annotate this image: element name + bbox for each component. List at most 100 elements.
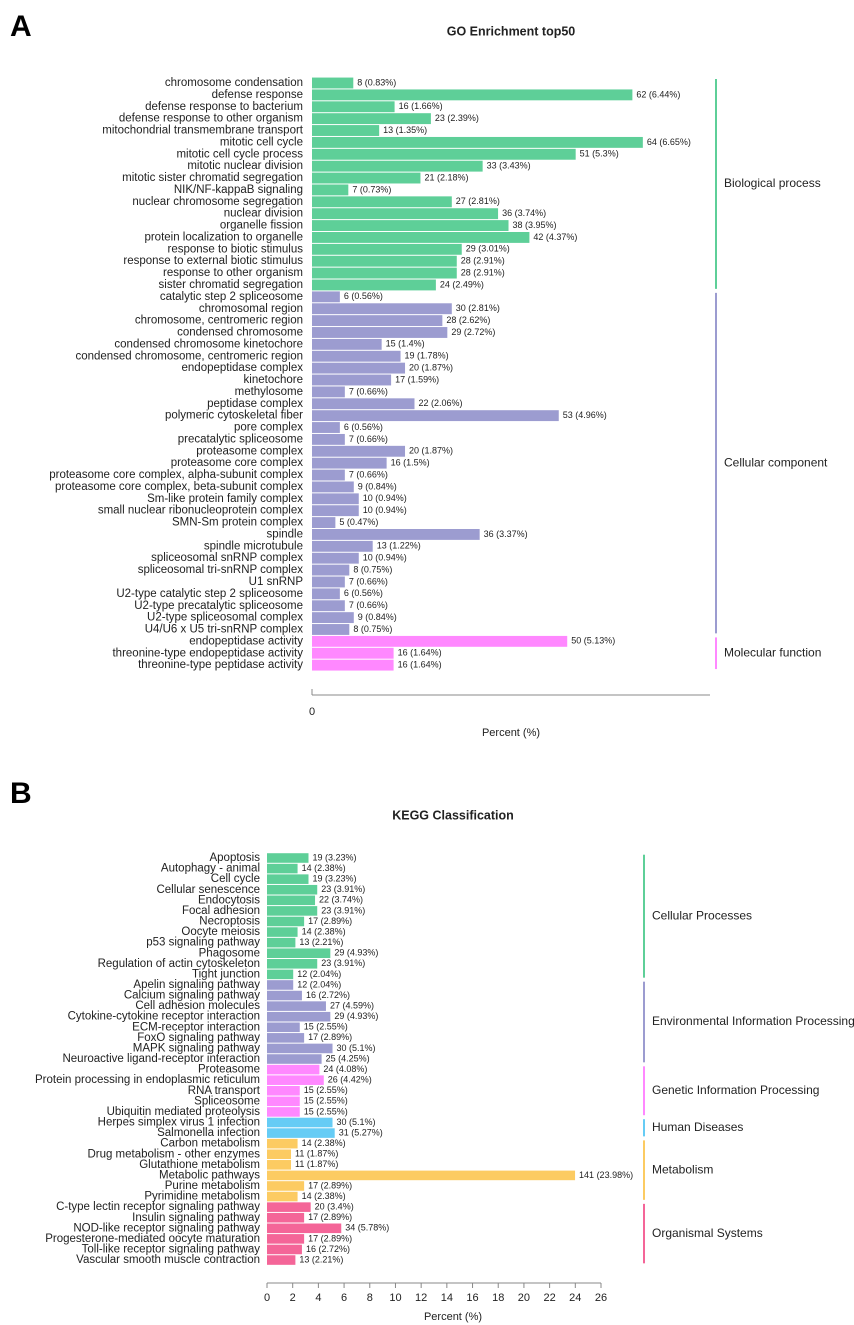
value-label: 24 (2.49%) bbox=[440, 279, 484, 289]
value-label: 13 (2.21%) bbox=[299, 937, 343, 947]
x-tick-label: 16 bbox=[466, 1292, 478, 1304]
value-label: 29 (3.01%) bbox=[466, 244, 510, 254]
value-label: 28 (2.91%) bbox=[461, 256, 505, 266]
category-label: U4/U6 x U5 tri-snRNP complex bbox=[145, 624, 304, 636]
group-label: Cellular component bbox=[724, 455, 828, 469]
value-label: 7 (0.66%) bbox=[349, 434, 388, 444]
x-tick-label: 0 bbox=[264, 1292, 270, 1304]
bar bbox=[312, 624, 350, 635]
value-label: 13 (2.21%) bbox=[299, 1254, 343, 1264]
bar bbox=[312, 232, 530, 243]
value-label: 10 (0.94%) bbox=[363, 553, 407, 563]
category-label: Pyrimidine metabolism bbox=[144, 1191, 260, 1203]
bar bbox=[267, 1149, 292, 1160]
value-label: 14 (2.38%) bbox=[302, 863, 346, 873]
value-label: 17 (1.59%) bbox=[395, 374, 439, 384]
value-label: 20 (3.4%) bbox=[315, 1202, 354, 1212]
x-tick-label: 4 bbox=[315, 1292, 321, 1304]
category-label: Vascular smooth muscle contraction bbox=[76, 1254, 260, 1266]
bar bbox=[267, 980, 294, 990]
bar bbox=[267, 1160, 292, 1170]
category-label: Sm-like protein family complex bbox=[147, 493, 303, 505]
category-label: Cell adhesion molecules bbox=[135, 1000, 260, 1012]
value-label: 10 (0.94%) bbox=[363, 493, 407, 503]
bar bbox=[267, 1223, 342, 1234]
category-label: defense response to bacterium bbox=[145, 101, 303, 113]
bar bbox=[267, 895, 316, 906]
category-label: Purine metabolism bbox=[165, 1180, 260, 1192]
bar bbox=[312, 267, 457, 279]
value-label: 51 (5.3%) bbox=[580, 149, 619, 159]
x-tick-label: 20 bbox=[518, 1292, 530, 1304]
value-label: 16 (1.64%) bbox=[398, 659, 442, 669]
bar bbox=[312, 374, 392, 386]
value-label: 26 (4.42%) bbox=[328, 1075, 372, 1085]
value-label: 15 (2.55%) bbox=[304, 1106, 348, 1116]
bar bbox=[312, 243, 462, 255]
value-label: 28 (2.62%) bbox=[446, 315, 490, 325]
bar bbox=[267, 1181, 305, 1191]
bar bbox=[267, 1212, 305, 1223]
category-label: peptidase complex bbox=[207, 398, 303, 410]
value-label: 27 (4.59%) bbox=[330, 1000, 374, 1010]
bar bbox=[267, 1096, 300, 1107]
category-label: Salmonella infection bbox=[157, 1127, 260, 1139]
bar bbox=[312, 433, 345, 445]
group-label: Environmental Information Processing bbox=[652, 1014, 854, 1028]
bar bbox=[312, 422, 340, 433]
bar bbox=[312, 386, 345, 398]
bar bbox=[312, 291, 340, 303]
bar bbox=[267, 1064, 320, 1075]
category-label: nuclear chromosome segregation bbox=[132, 196, 303, 208]
category-label: mitotic cell cycle process bbox=[176, 148, 303, 160]
value-label: 8 (0.75%) bbox=[353, 624, 392, 634]
value-label: 19 (3.23%) bbox=[312, 874, 356, 884]
value-label: 36 (3.37%) bbox=[484, 529, 528, 539]
category-label: Cell cycle bbox=[211, 873, 260, 885]
value-label: 19 (3.23%) bbox=[312, 852, 356, 862]
bar bbox=[312, 255, 457, 267]
bar bbox=[312, 659, 394, 671]
category-label: response to external biotic stimulus bbox=[123, 255, 303, 267]
bar bbox=[267, 969, 294, 980]
chart-title: GO Enrichment top50 bbox=[447, 24, 576, 38]
bar bbox=[312, 540, 373, 552]
value-label: 6 (0.56%) bbox=[344, 588, 383, 598]
category-label: proteasome complex bbox=[196, 445, 303, 457]
value-label: 17 (2.89%) bbox=[308, 1233, 352, 1243]
group-label: Molecular function bbox=[724, 645, 821, 659]
bar bbox=[267, 937, 296, 948]
category-label: defense response bbox=[212, 89, 303, 101]
category-label: Metabolic pathways bbox=[159, 1169, 260, 1181]
category-label: Cytokine-cytokine receptor interaction bbox=[68, 1011, 260, 1023]
category-label: p53 signaling pathway bbox=[146, 937, 260, 949]
x-tick-label: 26 bbox=[595, 1292, 607, 1304]
chart-title: KEGG Classification bbox=[392, 808, 514, 822]
value-label: 34 (5.78%) bbox=[345, 1223, 389, 1233]
value-label: 16 (1.66%) bbox=[399, 101, 443, 111]
category-label: Glutathione metabolism bbox=[139, 1159, 260, 1171]
value-label: 38 (3.95%) bbox=[513, 220, 557, 230]
category-label: U1 snRNP bbox=[249, 576, 304, 588]
value-label: 17 (2.89%) bbox=[308, 1032, 352, 1042]
x-axis-title: Percent (%) bbox=[482, 727, 540, 739]
value-label: 23 (3.91%) bbox=[321, 884, 365, 894]
value-label: 24 (4.08%) bbox=[323, 1064, 367, 1074]
value-label: 11 (1.87%) bbox=[295, 1149, 338, 1159]
value-label: 64 (6.65%) bbox=[647, 137, 691, 147]
bar bbox=[312, 398, 415, 410]
value-label: 29 (4.93%) bbox=[334, 1011, 378, 1021]
bar bbox=[267, 1107, 300, 1117]
panel-label: B bbox=[10, 777, 32, 810]
category-label: mitochondrial transmembrane transport bbox=[102, 125, 304, 137]
value-label: 8 (0.83%) bbox=[357, 77, 396, 87]
value-label: 50 (5.13%) bbox=[571, 636, 615, 646]
bar bbox=[267, 927, 298, 937]
category-label: Protein processing in endoplasmic reticu… bbox=[35, 1074, 260, 1086]
category-label: polymeric cytoskeletal fiber bbox=[165, 410, 303, 422]
category-label: C-type lectin receptor signaling pathway bbox=[56, 1201, 260, 1213]
group-label: Cellular Processes bbox=[652, 908, 752, 922]
bar bbox=[312, 576, 345, 588]
bar bbox=[312, 445, 406, 457]
category-label: proteasome core complex bbox=[171, 457, 304, 469]
